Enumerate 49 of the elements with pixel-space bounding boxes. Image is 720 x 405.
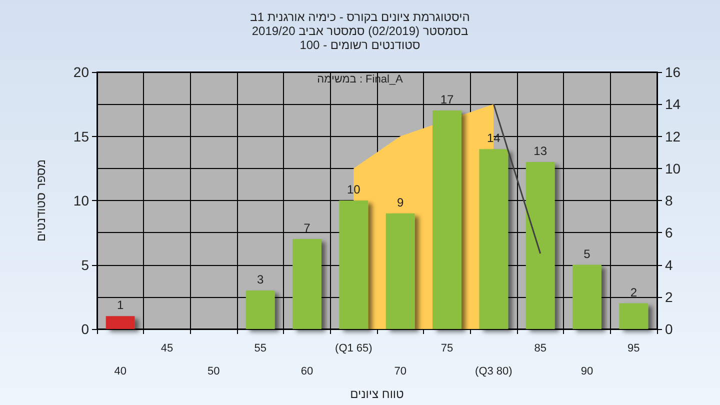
- x-tick-label: 90: [580, 366, 594, 378]
- x-tick-label: (Q3 80): [475, 366, 512, 378]
- y-tick-label: 5: [81, 256, 90, 273]
- y-tick-label: 0: [81, 321, 90, 337]
- x-tick-label: 70: [394, 366, 406, 378]
- bar: [106, 316, 135, 329]
- bar: [619, 303, 648, 329]
- data-label: 17: [440, 92, 454, 107]
- data-label: 9: [396, 195, 404, 210]
- y2-tick-label: 10: [665, 160, 681, 176]
- x-tick-label: 50: [208, 366, 220, 378]
- y2-tick-label: 8: [665, 192, 673, 208]
- y2-tick-label: 0: [665, 321, 673, 337]
- y2-tick-label: 12: [665, 128, 681, 144]
- y2-tick-label: 2: [665, 288, 673, 305]
- data-label: 2: [630, 285, 638, 300]
- chart-subtitle: בסמסטר (02/2019) סמסטר אביב 2019/20 סטודנטים רשומים - 100: [250, 24, 470, 52]
- bar: [479, 149, 508, 329]
- bar: [432, 110, 462, 329]
- x-tick-label: 95: [628, 342, 640, 354]
- y2-tick-label: 14: [665, 96, 681, 112]
- y2-tick-label: 16: [665, 64, 681, 80]
- bar: [572, 264, 602, 329]
- x-axis-title: טווח ציונים: [350, 386, 404, 401]
- chart-title: היסטוגרמת ציונים בקורס - כימיה אורגנית 1ב: [249, 10, 471, 24]
- data-label: 7: [304, 221, 311, 236]
- bar: [339, 200, 368, 329]
- x-tick-label: 75: [440, 342, 454, 354]
- y-axis-title: מספר סטודנטים: [34, 159, 48, 242]
- data-label: 3: [256, 272, 264, 286]
- y-tick-label: 15: [73, 128, 90, 144]
- x-tick-label: 85: [534, 342, 546, 354]
- x-tick-label: (Q1 65): [335, 342, 372, 354]
- bar: [246, 290, 275, 329]
- y-tick-label: 10: [73, 192, 90, 208]
- data-label: 10: [346, 182, 361, 196]
- x-tick-label: 60: [300, 366, 314, 378]
- data-label: 5: [584, 246, 591, 261]
- bar: [526, 162, 555, 329]
- x-tick-label: 55: [254, 342, 266, 354]
- y2-tick-label: 4: [665, 256, 673, 273]
- x-tick-label: 45: [160, 342, 174, 354]
- bar: [386, 213, 415, 329]
- data-label: 1: [116, 298, 124, 312]
- y-tick-label: 20: [73, 64, 90, 80]
- y2-tick-label: 6: [665, 224, 673, 241]
- bar: [292, 239, 322, 329]
- x-tick-label: 40: [114, 366, 126, 378]
- data-label: 13: [534, 144, 548, 158]
